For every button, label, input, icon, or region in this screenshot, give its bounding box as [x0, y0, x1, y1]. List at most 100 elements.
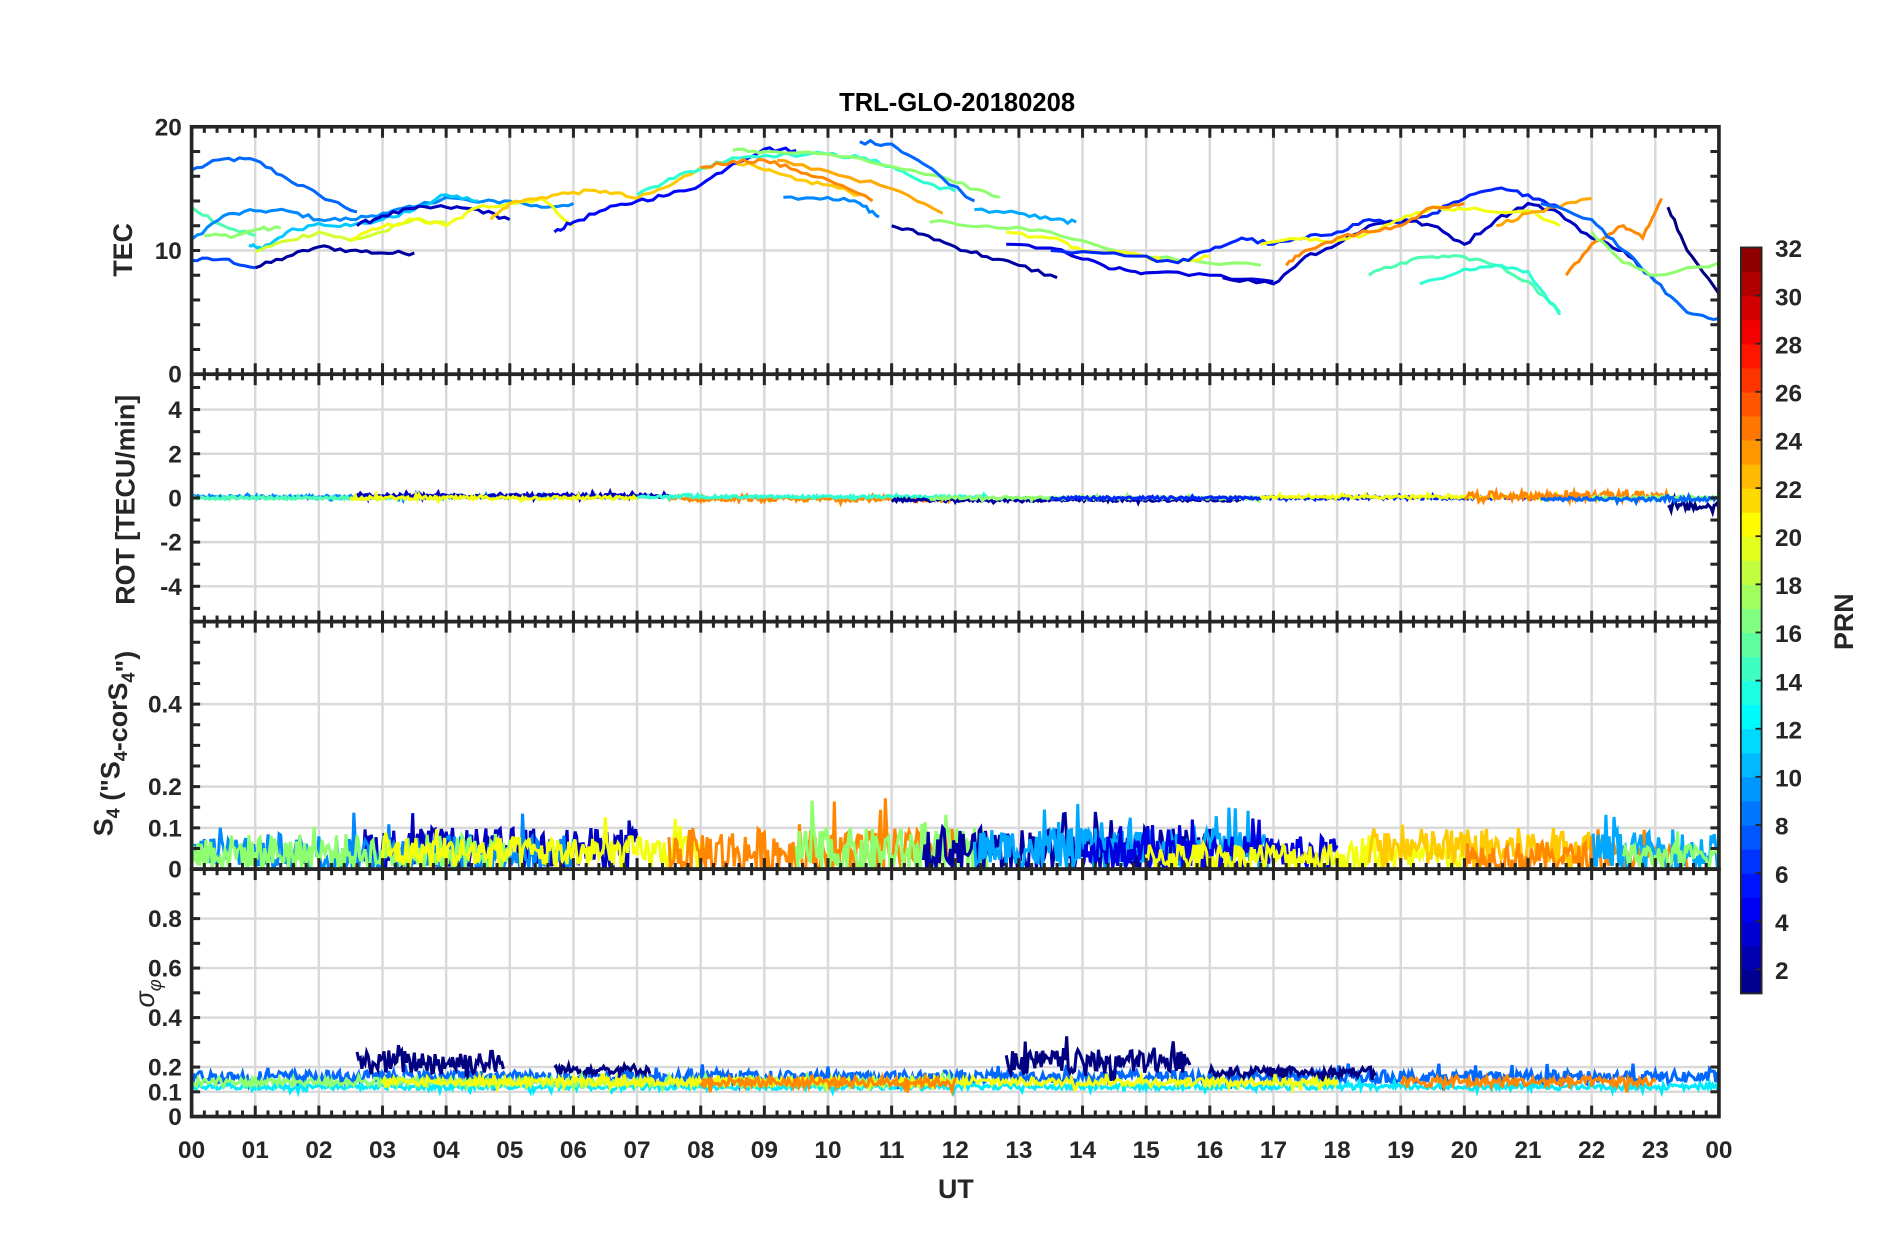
colorbar-tick-label: 6: [1775, 862, 1789, 889]
x-tick-label: 23: [1642, 1137, 1669, 1164]
x-tick-label: 00: [178, 1137, 205, 1164]
tec-series-prn-14: [1419, 263, 1562, 316]
tec-series-prn-6: [1050, 186, 1561, 265]
colorbar-tick-label: 32: [1775, 236, 1802, 263]
colorbar-band-prn-19: [1740, 536, 1762, 561]
colorbar-tick-label: 16: [1775, 621, 1802, 648]
colorbar-tick-label: 4: [1775, 910, 1789, 937]
tec-series-prn-8: [859, 138, 976, 203]
colorbar-tick-label: 2: [1775, 958, 1789, 985]
colorbar-band-prn-18: [1740, 560, 1762, 585]
y-label-rot: ROT [TECU/min]: [110, 395, 140, 605]
label-part: 4: [110, 750, 131, 761]
x-tick-label: 20: [1451, 1137, 1478, 1164]
x-tick-labels: 00 01 02 03 04 05 06 07 08 09 10 11 12 13 14 15 16 17 18 19…: [178, 1137, 1732, 1164]
x-tick-label: 07: [624, 1137, 651, 1164]
y-tick-label: 0: [168, 857, 182, 884]
rot-series-prn-14: [637, 491, 988, 503]
colorbar-band-prn-26: [1740, 367, 1762, 393]
x-tick-label: 18: [1324, 1137, 1351, 1164]
tec-series-prn-24: [700, 157, 874, 203]
y-tick-label: 2: [168, 441, 182, 468]
sigma-series-prn-1: [553, 1059, 652, 1081]
colorbar-tick-label: 14: [1775, 669, 1803, 696]
y-tick-label: -4: [160, 574, 182, 601]
colorbar-band-prn-29: [1740, 295, 1762, 321]
x-tick-label: 21: [1514, 1137, 1541, 1164]
colorbar-band-prn-28: [1740, 319, 1762, 345]
gridlines: [191, 126, 1719, 1117]
colorbar-band-prn-2: [1740, 945, 1762, 970]
label-part: -corS: [103, 683, 133, 752]
label-part: φ: [144, 979, 165, 991]
colorbar-band-prn-9: [1740, 776, 1762, 802]
chart-title: TRL-GLO-20180208: [839, 89, 1075, 117]
y-tick-label: -2: [160, 530, 182, 557]
data-marks: [191, 138, 1719, 1098]
sigma-series-prn-1: [1004, 1036, 1192, 1083]
tec-series-prn-4: [1006, 242, 1274, 283]
x-tick-label: 10: [814, 1137, 841, 1164]
x-tick-label: 22: [1578, 1137, 1605, 1164]
x-tick-label: 08: [687, 1137, 714, 1164]
x-tick-label: 03: [369, 1137, 396, 1164]
colorbar-tick-label: 22: [1775, 477, 1802, 504]
colorbar-band-prn-23: [1740, 439, 1762, 465]
y-tick-label: 0.1: [148, 1079, 182, 1106]
colorbar-tick-label: 18: [1775, 573, 1802, 600]
y-tick-label: 0.6: [148, 956, 182, 983]
x-tick-label: 05: [496, 1137, 523, 1164]
colorbar-label: PRN: [1829, 593, 1859, 650]
x-tick-label: 13: [1005, 1137, 1032, 1164]
panel-tec-marks: [191, 138, 1719, 322]
colorbar-tick-label: 26: [1775, 381, 1802, 408]
tec-series-prn-15: [191, 206, 256, 238]
sigma-series-prn-12: [191, 1075, 1719, 1098]
panel-rot-marks: [191, 485, 1719, 518]
x-tick-label: 12: [942, 1137, 969, 1164]
tec-series-prn-10: [974, 207, 1077, 226]
x-tick-label: 16: [1196, 1137, 1223, 1164]
colorbar-band-prn-3: [1740, 921, 1762, 946]
tec-series-prn-9: [191, 195, 575, 241]
colorbar-tick-label: 12: [1775, 717, 1802, 744]
colorbar-band-prn-13: [1740, 680, 1762, 706]
colorbar-band-prn-10: [1740, 752, 1762, 778]
colorbar-band-prn-11: [1740, 728, 1762, 754]
colorbar-tick-label: 8: [1775, 814, 1789, 841]
x-tick-label: 17: [1260, 1137, 1287, 1164]
tec-series-prn-17: [732, 147, 1001, 199]
tec-series-prn-17: [1590, 231, 1719, 277]
colorbar-band-prn-24: [1740, 415, 1762, 441]
colorbar-band-prn-30: [1740, 271, 1762, 297]
tec-series-prn-8: [1540, 201, 1719, 322]
tec-series-prn-14: [636, 150, 957, 197]
sigma-series-prn-8: [191, 1063, 1719, 1092]
colorbar-band-prn-5: [1740, 873, 1762, 898]
tec-series-prn-24: [1564, 197, 1663, 277]
x-tick-label: 02: [305, 1137, 332, 1164]
x-tick-label: 14: [1069, 1137, 1097, 1164]
x-tick-label: 00: [1705, 1137, 1732, 1164]
colorbar-band-prn-21: [1740, 488, 1762, 513]
tec-series-prn-8: [191, 156, 358, 214]
tec-series-prn-23: [1495, 197, 1592, 228]
tec-series-prn-22: [489, 158, 860, 221]
tec-series-prn-7: [191, 256, 256, 270]
y-tick-label: 0: [168, 485, 182, 512]
rot-series-prn-8: [1539, 491, 1719, 507]
tec-series-prn-3: [356, 204, 511, 227]
sigma-series-prn-24: [1399, 1071, 1657, 1093]
y-label-tec: TEC: [108, 223, 138, 277]
colorbar-band-prn-14: [1740, 656, 1762, 682]
label-part: σ: [130, 990, 160, 1007]
colorbar-frame: [1739, 246, 1763, 995]
colorbar-band-prn-8: [1740, 800, 1762, 826]
colorbar-band-prn-12: [1740, 704, 1762, 730]
colorbar-band-prn-17: [1740, 584, 1762, 610]
x-tick-label: 01: [242, 1137, 269, 1164]
rot-series-prn-20: [349, 489, 638, 505]
y-label-s4: S4 ("S4-corS4"): [88, 651, 140, 836]
y-tick-label: 0.8: [148, 906, 182, 933]
